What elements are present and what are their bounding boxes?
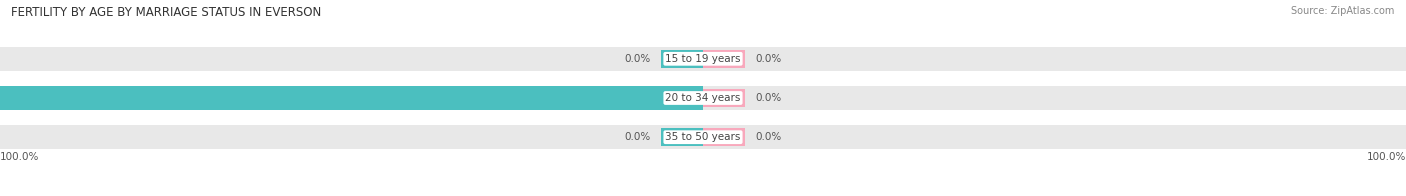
Bar [0,86,1406,110]
Bar [661,128,703,146]
Text: 0.0%: 0.0% [624,54,650,64]
Bar [0,125,1406,149]
Text: 100.0%: 100.0% [1367,152,1406,162]
Text: 0.0%: 0.0% [624,132,650,142]
Bar [703,50,745,68]
Text: 35 to 50 years: 35 to 50 years [665,132,741,142]
Text: 0.0%: 0.0% [756,132,782,142]
Text: 0.0%: 0.0% [756,93,782,103]
Text: 15 to 19 years: 15 to 19 years [665,54,741,64]
Text: FERTILITY BY AGE BY MARRIAGE STATUS IN EVERSON: FERTILITY BY AGE BY MARRIAGE STATUS IN E… [11,6,322,19]
Bar [703,128,745,146]
Text: 0.0%: 0.0% [756,54,782,64]
Bar [0,47,1406,71]
Bar [661,89,703,107]
Text: Source: ZipAtlas.com: Source: ZipAtlas.com [1291,6,1395,16]
Text: 20 to 34 years: 20 to 34 years [665,93,741,103]
Bar [0,86,703,110]
Bar [661,50,703,68]
Bar [703,89,745,107]
Text: 100.0%: 100.0% [0,152,39,162]
